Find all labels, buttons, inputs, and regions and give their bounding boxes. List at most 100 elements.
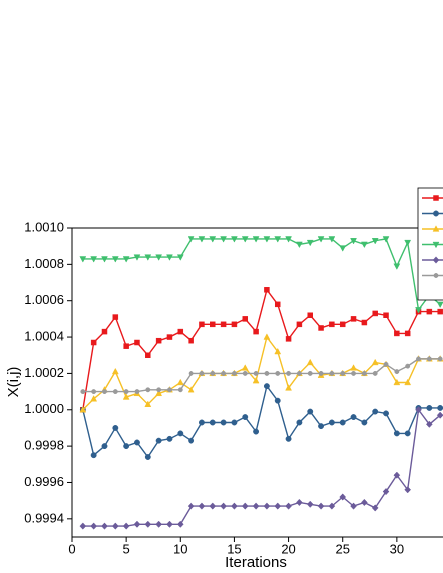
data-point: [242, 414, 249, 420]
data-point: [350, 502, 357, 510]
data-point: [274, 301, 281, 308]
data-point: [90, 522, 97, 530]
data-point: [231, 321, 238, 328]
data-point: [112, 424, 119, 431]
data-point: [394, 369, 400, 375]
data-point: [393, 471, 401, 479]
data-point: [296, 370, 302, 376]
data-point: [329, 321, 335, 328]
series-line: [82, 238, 441, 312]
data-point: [264, 370, 270, 376]
series-line: [82, 358, 441, 393]
data-point: [122, 256, 130, 263]
data-point: [122, 393, 130, 400]
data-point: [231, 419, 238, 426]
data-point: [361, 319, 368, 326]
data-point: [393, 263, 401, 270]
data-point: [285, 435, 292, 442]
data-point: [123, 343, 129, 349]
legend-marker: [433, 210, 439, 217]
data-point: [253, 370, 259, 376]
data-point: [221, 370, 227, 376]
data-point: [285, 502, 292, 510]
data-point: [210, 321, 216, 328]
data-point: [274, 397, 281, 404]
data-point: [155, 337, 162, 344]
data-point: [123, 389, 129, 395]
data-point: [307, 312, 313, 318]
data-point: [231, 502, 238, 510]
data-point: [382, 236, 390, 243]
data-point: [404, 486, 412, 494]
y-tick-label: 0.9994: [24, 510, 64, 525]
data-point: [361, 498, 368, 507]
data-point: [275, 370, 281, 376]
data-point: [144, 454, 151, 460]
data-point: [426, 308, 433, 315]
data-point: [415, 406, 422, 414]
data-point: [101, 443, 108, 450]
data-point: [393, 430, 400, 437]
data-point: [340, 370, 346, 376]
data-point: [101, 522, 108, 530]
data-point: [188, 370, 194, 376]
data-point: [306, 500, 314, 508]
data-point: [166, 520, 173, 528]
x-axis-label: Iterations: [225, 554, 287, 571]
data-point: [372, 370, 378, 376]
data-point: [220, 419, 227, 426]
data-point: [242, 316, 249, 322]
data-point: [231, 236, 238, 243]
data-point: [133, 520, 141, 528]
data-point: [404, 330, 411, 337]
data-point: [307, 408, 314, 415]
data-point: [187, 386, 195, 393]
data-point: [264, 287, 270, 293]
y-axis-label: X(i,j): [5, 367, 22, 398]
x-tick-label: 0: [68, 541, 75, 556]
series-line: [82, 335, 441, 411]
data-point: [436, 411, 443, 419]
data-point: [79, 256, 87, 263]
y-tick-label: 1.0006: [24, 292, 64, 307]
data-point: [187, 236, 195, 243]
data-point: [383, 361, 389, 367]
data-point: [241, 236, 249, 243]
data-point: [371, 238, 379, 245]
data-point: [156, 387, 162, 393]
data-point: [209, 502, 217, 510]
data-point: [318, 423, 325, 430]
data-point: [155, 437, 162, 444]
data-point: [176, 254, 184, 261]
data-point: [155, 254, 163, 261]
data-point: [426, 420, 433, 428]
y-tick-label: 1.0002: [24, 365, 64, 380]
data-point: [285, 336, 292, 342]
data-point: [285, 236, 292, 243]
data-point: [188, 337, 194, 344]
data-point: [426, 356, 432, 362]
data-point: [318, 370, 324, 376]
data-point: [253, 428, 260, 435]
data-point: [339, 321, 346, 328]
data-point: [198, 236, 206, 243]
data-point: [404, 430, 411, 437]
data-point: [188, 437, 195, 444]
data-point: [350, 414, 357, 420]
data-point: [220, 502, 227, 510]
data-point: [112, 389, 118, 395]
series-line: [82, 384, 441, 459]
data-point: [90, 395, 98, 402]
data-point: [242, 370, 248, 376]
legend-marker: [433, 195, 439, 201]
data-point: [361, 370, 367, 376]
data-point: [133, 254, 141, 261]
data-point: [210, 370, 216, 376]
data-point: [295, 241, 303, 249]
data-point: [263, 383, 270, 390]
x-tick-label: 30: [390, 541, 404, 556]
data-point: [80, 389, 86, 395]
data-point: [328, 502, 336, 510]
legend-marker: [432, 225, 440, 232]
